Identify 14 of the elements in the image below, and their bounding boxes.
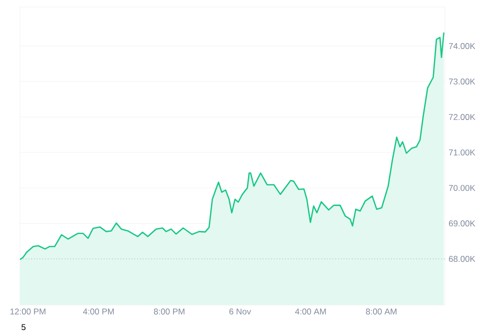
text: 5 xyxy=(22,324,26,330)
y-tick-label: 71.00K xyxy=(448,149,476,156)
x-tick-label: 8:00 PM xyxy=(154,308,184,315)
y-tick-label: 72.00K xyxy=(448,114,476,120)
y-tick-label: 69.00K xyxy=(448,220,476,226)
x-tick-label: 6 Nov xyxy=(229,308,252,315)
x-tick-label: 4:00 PM xyxy=(83,308,114,315)
x-tick-label: 12:00 PM xyxy=(10,308,46,315)
x-tick-label: 8:00 AM xyxy=(366,308,396,315)
y-tick-label: 74.00K xyxy=(448,43,476,50)
x-tick-label: 4:00 AM xyxy=(295,308,326,315)
y-tick-label: 70.00K xyxy=(448,184,476,191)
y-tick-label: 73.00K xyxy=(448,78,476,84)
y-tick-label: 68.00K xyxy=(448,256,476,262)
